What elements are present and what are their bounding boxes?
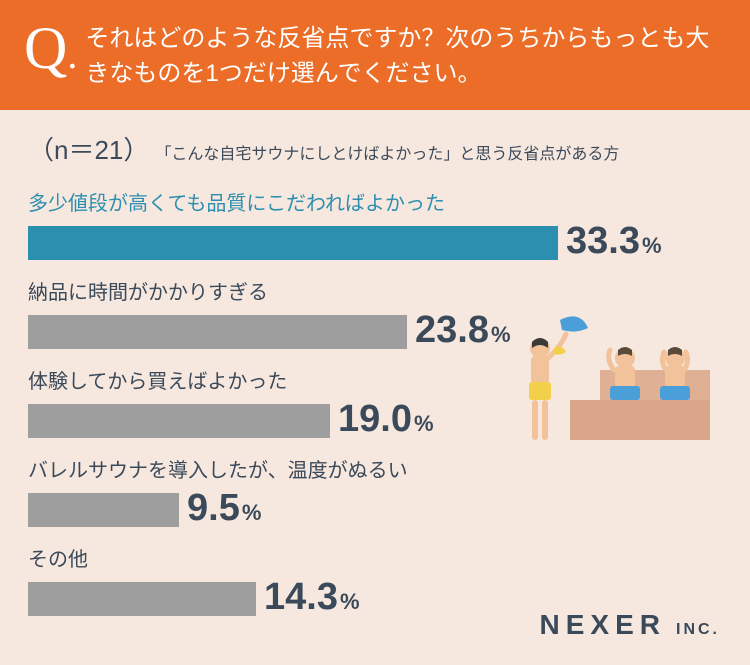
question-text: それはどのような反省点ですか？次のうちからもっとも大きなものを1つだけ選んでくだ… [85,18,726,92]
q-dot: . [67,32,77,77]
bar-value: 19.0% [338,400,434,438]
person1-shorts [529,382,551,400]
person2-towel [610,386,640,400]
percent-sign: % [340,589,360,615]
company-name: NEXER [540,609,666,641]
percent-sign: % [642,233,662,259]
person2-arm [609,350,614,370]
bar-value-number: 23.8 [415,311,489,349]
bench-lower [570,400,710,440]
q-mark: Q. [24,18,77,78]
sauna-illustration [510,300,710,460]
company-suffix: INC. [676,621,720,639]
sample-note: 「こんな自宅サウナにしとけばよかった」と思う反省点がある方 [155,140,619,164]
person3-arm-l [662,352,666,370]
bar-rect [28,404,330,438]
bar-row: 33.3% [28,222,722,260]
bar-value-number: 19.0 [338,400,412,438]
bar-row: 9.5% [28,489,722,527]
bar-item: バレルサウナを導入したが、温度がぬるい9.5% [28,454,722,527]
bar-value-number: 14.3 [264,578,338,616]
bar-item: 多少値段が高くても品質にこだわればよかった 33.3% [28,187,722,260]
bar-value-number: 9.5 [187,489,240,527]
bar-label: その他 [28,543,722,572]
percent-sign: % [242,500,262,526]
bar-value: 33.3% [566,222,662,260]
person2-body [615,366,635,388]
bar-rect [28,493,179,527]
percent-sign: % [414,411,434,437]
person1-leg-l [532,400,538,440]
bar-rect [28,315,407,349]
bar-value: 23.8% [415,311,511,349]
q-letter: Q [24,15,67,81]
bar-rect [28,226,558,260]
person1-leg-r [542,400,548,440]
percent-sign: % [491,322,511,348]
person3-arm-r [684,352,688,370]
bar-label: 多少値段が高くても品質にこだわればよかった [28,187,722,216]
waving-towel [560,316,588,331]
question-header: Q. それはどのような反省点ですか？次のうちからもっとも大きなものを1つだけ選ん… [0,0,750,110]
person3-towel [660,386,690,400]
bar-value: 14.3% [264,578,360,616]
bar-value-number: 33.3 [566,222,640,260]
bar-rect [28,582,256,616]
bar-value: 9.5% [187,489,261,527]
sample-info: （n＝21） 「こんな自宅サウナにしとけばよかった」と思う反省点がある方 [28,130,722,167]
bar-item: その他 14.3% [28,543,722,616]
small-cloth [554,347,566,355]
company-logo: NEXER INC. [540,609,720,641]
sample-size: （n＝21） [28,130,149,167]
